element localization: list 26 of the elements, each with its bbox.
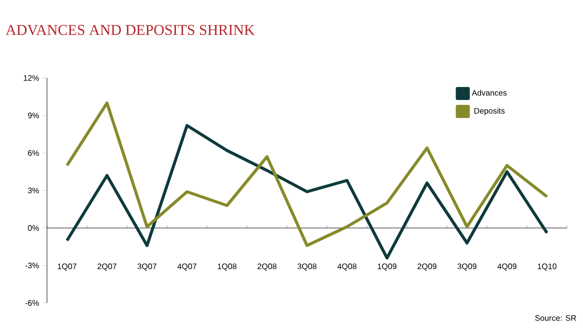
- x-tick-label: 3Q08: [298, 264, 316, 271]
- x-tick-label: 3Q09: [458, 264, 476, 271]
- y-tick-label: -6%: [25, 300, 39, 306]
- x-tick-label: 2Q08: [258, 264, 276, 271]
- y-tick-label: 0%: [28, 225, 39, 231]
- x-tick-label: 1Q10: [538, 264, 556, 271]
- line-series: [66, 124, 548, 260]
- x-tick-label: 2Q07: [98, 264, 116, 271]
- chart-title: ADVANCES AND DEPOSITS SHRINK: [6, 24, 255, 36]
- x-tick-label: 4Q07: [177, 264, 196, 271]
- x-tick-label: 1Q08: [218, 264, 236, 271]
- x-tick-label: 2Q09: [418, 264, 436, 271]
- y-tick-label: 12%: [24, 75, 39, 81]
- legend-label: Advances: [472, 90, 507, 96]
- x-tick-label: 1Q07: [58, 264, 76, 271]
- x-tick-label: 3Q07: [138, 264, 156, 271]
- y-tick-label: 6%: [28, 150, 39, 156]
- y-tick-label: 3%: [28, 188, 39, 194]
- line-series: [66, 101, 548, 247]
- y-tick-label: -3%: [25, 262, 39, 268]
- x-tick-label: 1Q09: [378, 264, 396, 271]
- x-tick-label: 4Q08: [337, 264, 356, 271]
- y-tick-label: 9%: [28, 112, 39, 118]
- x-tick-label: 4Q09: [497, 264, 516, 271]
- source-note: Source: SR: [535, 315, 576, 321]
- legend-label: Deposits: [474, 108, 505, 116]
